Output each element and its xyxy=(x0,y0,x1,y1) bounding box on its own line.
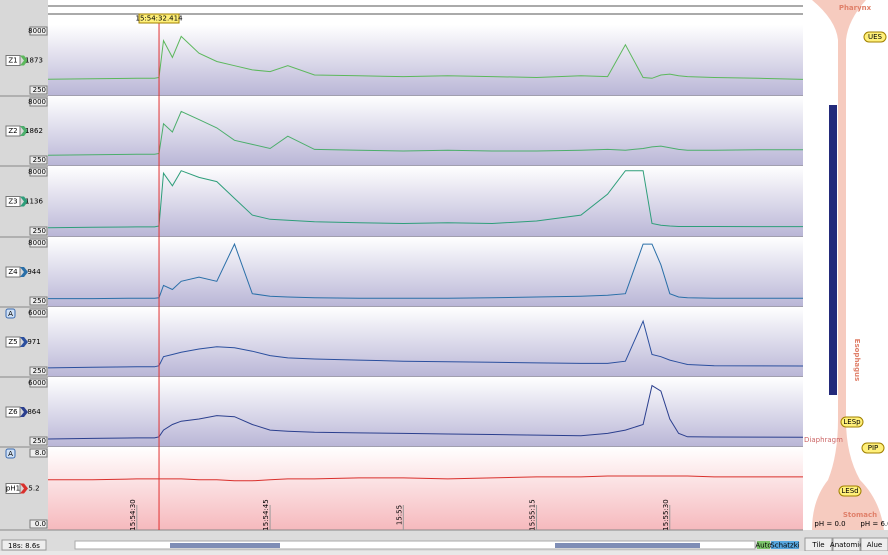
channel-name: pH1 xyxy=(6,485,20,493)
channel-name: Z3 xyxy=(8,198,17,206)
catheter xyxy=(829,105,837,395)
time-label: 15:55:15 xyxy=(529,499,537,530)
readout: 971 xyxy=(27,338,40,346)
channel-name: Z4 xyxy=(8,268,18,276)
scale-bottom: 250 xyxy=(33,437,46,445)
readout: 5.2 xyxy=(28,485,39,493)
scale-top: 8000 xyxy=(28,98,46,106)
pip: PIP xyxy=(868,444,879,452)
span-label: 18s: 8.6s xyxy=(8,542,40,550)
channel-name: Z6 xyxy=(8,408,18,416)
auto-text: Auto xyxy=(755,542,771,550)
row-bg xyxy=(48,237,803,307)
diaphragm: Diaphragm xyxy=(804,436,843,444)
esophagus: Esophagus xyxy=(853,339,861,382)
time-label: 15:54:45 xyxy=(262,499,270,530)
scale-bottom: 250 xyxy=(33,227,46,235)
time-label: 15:54:30 xyxy=(129,499,137,530)
tab-label: Anatomic xyxy=(830,541,863,549)
scale-bottom: 250 xyxy=(33,86,46,94)
scale-bottom: 0.0 xyxy=(35,520,46,528)
channel-name: Z5 xyxy=(8,338,17,346)
time-label: 15:55:30 xyxy=(662,499,670,530)
tab-label: Tile xyxy=(811,541,824,549)
cursor-label: 15:54:32.414 xyxy=(136,15,184,23)
app: 8000 250 Z1 1873 8000 250 Z2 1862 8000 250 Z3 1136 8… xyxy=(0,0,888,551)
scale-top: 8000 xyxy=(28,239,46,247)
lesp: LESp xyxy=(843,418,861,426)
time-label: 15:55 xyxy=(395,505,403,525)
channel-name: Z1 xyxy=(8,57,17,65)
readout: 864 xyxy=(27,408,41,416)
monitor: 8000 250 Z1 1873 8000 250 Z2 1862 8000 250 Z3 1136 8… xyxy=(0,0,888,551)
readout: 1862 xyxy=(25,127,43,135)
ph-right: pH = 6.0 xyxy=(860,520,888,528)
row-bg xyxy=(48,447,803,530)
stomach: Stomach xyxy=(843,511,877,519)
row-bg xyxy=(48,96,803,166)
auto-label: A xyxy=(8,310,13,318)
scale-top: 8000 xyxy=(28,168,46,176)
scale-bottom: 250 xyxy=(33,297,46,305)
scale-top: 6000 xyxy=(28,379,46,387)
channel-name: Z2 xyxy=(8,127,17,135)
ph-left: pH = 0.0 xyxy=(814,520,845,528)
row-bg xyxy=(48,307,803,377)
scale-top: 6000 xyxy=(28,309,46,317)
readout: 944 xyxy=(27,268,41,276)
scroll-segment xyxy=(170,543,280,548)
scale-bottom: 250 xyxy=(33,156,46,164)
scale-bottom: 250 xyxy=(33,367,46,375)
scale-top: 8000 xyxy=(28,27,46,35)
readout: 1873 xyxy=(25,57,43,65)
readout: 1136 xyxy=(25,198,43,206)
mode-text: Schatzki xyxy=(770,542,799,550)
ues: UES xyxy=(868,33,883,41)
lesd: LESd xyxy=(841,487,858,495)
scale-top: 8.0 xyxy=(35,449,46,457)
auto-label: A xyxy=(8,450,13,458)
tab-label: Alue xyxy=(867,541,882,549)
pharynx: Pharynx xyxy=(839,4,872,12)
scroll-segment xyxy=(555,543,700,548)
